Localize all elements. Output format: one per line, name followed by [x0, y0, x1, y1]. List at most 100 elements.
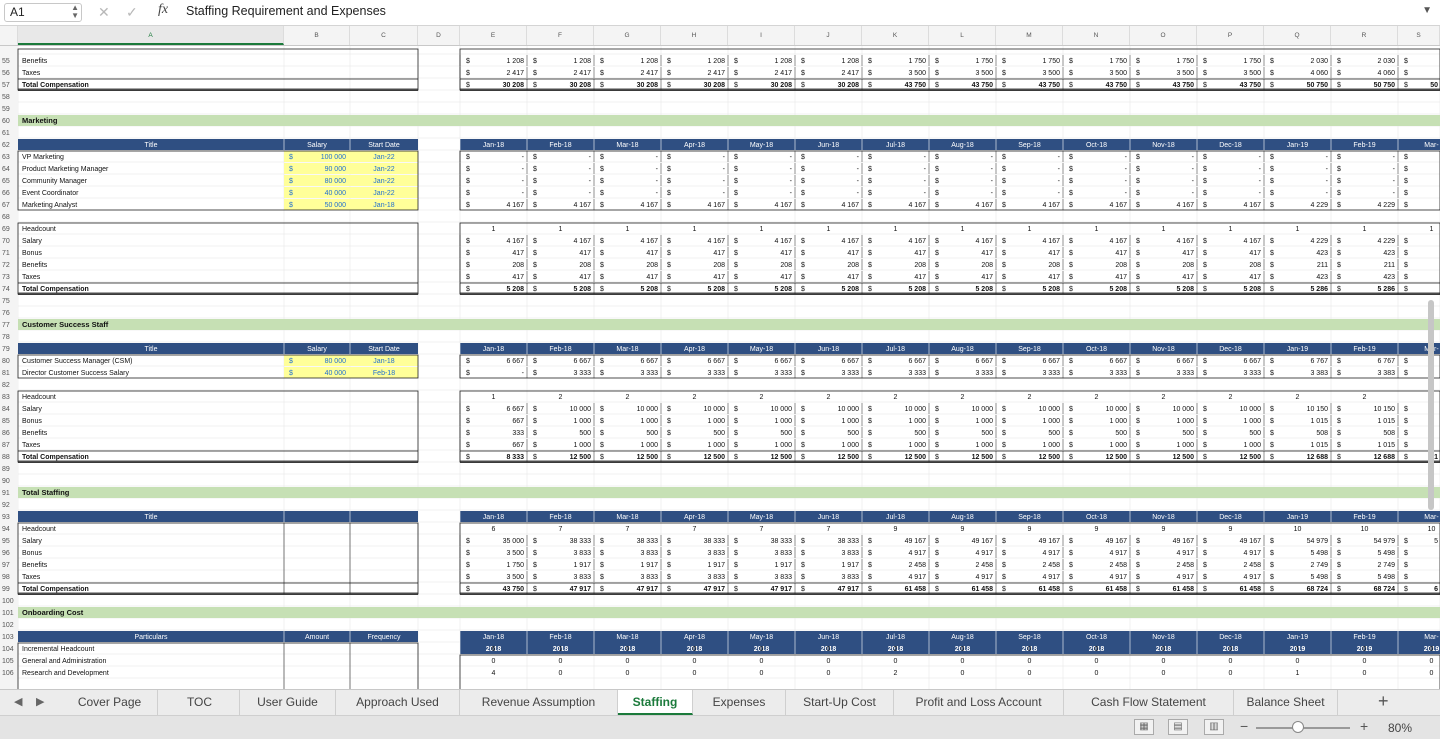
column-header-m[interactable]: M [996, 26, 1063, 45]
column-header-q[interactable]: Q [1264, 26, 1331, 45]
page-layout-view-icon[interactable]: ▤ [1168, 719, 1188, 735]
currency-symbol: $ [600, 238, 604, 245]
cell-value: 0 [827, 658, 831, 665]
cell-value: 5 208 [1109, 286, 1127, 293]
sheet-tab-start-up-cost[interactable]: Start-Up Cost [786, 690, 894, 715]
sheet-grid[interactable]: 5556575859606162636465666768697071727374… [0, 46, 1440, 689]
input-cell[interactable] [284, 367, 418, 378]
currency-symbol: $ [1337, 406, 1341, 413]
cell-value: 3 833 [573, 574, 591, 581]
cell-value: 1 208 [707, 58, 725, 65]
column-header-g[interactable]: G [594, 26, 661, 45]
column-header-c[interactable]: C [350, 26, 418, 45]
column-header-l[interactable]: L [929, 26, 996, 45]
column-header-s[interactable]: S [1398, 26, 1440, 45]
currency-symbol: $ [1270, 202, 1274, 209]
currency-symbol: $ [533, 454, 537, 461]
column-header-b[interactable]: B [284, 26, 350, 45]
column-header-n[interactable]: N [1063, 26, 1130, 45]
formula-input[interactable]: Staffing Requirement and Expenses [186, 4, 386, 18]
formula-bar: A1 ▲ ▼ ✕ ✓ fx Staffing Requirement and Ex… [0, 0, 1440, 26]
sheet-tab-user-guide[interactable]: User Guide [240, 690, 336, 715]
function-icon[interactable]: fx [158, 2, 169, 17]
cell-value: 5 208 [841, 286, 859, 293]
column-header-i[interactable]: I [728, 26, 795, 45]
input-cell[interactable] [284, 355, 418, 366]
cell-value: 4 229 [1377, 202, 1395, 209]
normal-view-icon[interactable]: ▦ [1134, 719, 1154, 735]
column-header-r[interactable]: R [1331, 26, 1398, 45]
cell-value: 0 [1363, 670, 1367, 677]
input-cell[interactable] [284, 187, 418, 198]
currency-symbol: $ [1337, 70, 1341, 77]
cell-value: 2 417 [640, 70, 658, 77]
currency-symbol: $ [868, 454, 872, 461]
confirm-icon[interactable]: ✓ [126, 4, 138, 20]
sheet-tab-balance-sheet[interactable]: Balance Sheet [1234, 690, 1338, 715]
zoom-in-button[interactable]: + [1360, 718, 1369, 734]
column-header-d[interactable]: D [418, 26, 460, 45]
currency-symbol: $ [935, 250, 939, 257]
cell-value: 38 333 [637, 538, 659, 545]
sheet-tab-expenses[interactable]: Expenses [693, 690, 786, 715]
column-header-a[interactable]: A [18, 26, 284, 45]
currency-symbol: $ [1002, 250, 1006, 257]
month-header: May-18 [750, 514, 773, 521]
sheet-tab-approach-used[interactable]: Approach Used [336, 690, 460, 715]
page-break-view-icon[interactable]: ▥ [1204, 719, 1224, 735]
cell-value: 2 458 [975, 562, 993, 569]
chevron-down-icon[interactable]: ▼ [1422, 5, 1432, 16]
select-all-corner[interactable] [0, 26, 18, 45]
currency-symbol: $ [600, 454, 604, 461]
next-sheet-icon[interactable]: ▶ [36, 696, 45, 708]
currency-symbol: $ [1404, 550, 1408, 557]
cell-value: 5 208 [573, 286, 591, 293]
currency-symbol: $ [1203, 262, 1207, 269]
zoom-slider-thumb[interactable] [1292, 721, 1304, 733]
column-header-f[interactable]: F [527, 26, 594, 45]
column-header-o[interactable]: O [1130, 26, 1197, 45]
cell-value: 5 208 [1243, 286, 1261, 293]
cell-value: 5 208 [908, 286, 926, 293]
input-cell[interactable] [284, 175, 418, 186]
row-number: 57 [2, 82, 10, 89]
stepper-icon[interactable]: ▲ ▼ [71, 3, 79, 20]
column-header-h[interactable]: H [661, 26, 728, 45]
cell-value: 0 [693, 646, 697, 653]
sheet-tab-cash-flow-statement[interactable]: Cash Flow Statement [1064, 690, 1234, 715]
column-header-k[interactable]: K [862, 26, 929, 45]
vertical-scrollbar[interactable] [1428, 300, 1434, 510]
add-sheet-button[interactable]: + [1378, 691, 1389, 711]
name-box[interactable]: A1 ▲ ▼ [4, 3, 82, 22]
row-label: Total Compensation [22, 454, 89, 461]
row-number: 92 [2, 502, 10, 509]
cell-value: 1 [760, 226, 764, 233]
row-label: Research and Development [22, 670, 109, 677]
sheet-tab-revenue-assumption[interactable]: Revenue Assumption [460, 690, 618, 715]
cell-value: 3 833 [841, 550, 859, 557]
row-label: Taxes [22, 574, 41, 581]
zoom-out-button[interactable]: − [1240, 718, 1249, 734]
cell-value: 6 667 [1243, 358, 1261, 365]
column-header-j[interactable]: J [795, 26, 862, 45]
cell-value: 4 167 [1176, 202, 1194, 209]
cell-value: 4 167 [908, 238, 926, 245]
currency-symbol: $ [734, 286, 738, 293]
sheet-tab-profit-and-loss-account[interactable]: Profit and Loss Account [894, 690, 1064, 715]
currency-symbol: $ [1069, 166, 1073, 173]
cancel-icon[interactable]: ✕ [98, 4, 110, 20]
row-number: 95 [2, 538, 10, 545]
cell-value: 47 917 [704, 586, 726, 593]
input-cell[interactable] [284, 199, 418, 210]
sheet-tab-staffing[interactable]: Staffing [618, 690, 693, 715]
currency-symbol: $ [1002, 550, 1006, 557]
currency-symbol: $ [1404, 370, 1408, 377]
sheet-tab-toc[interactable]: TOC [160, 690, 240, 715]
column-header-e[interactable]: E [460, 26, 527, 45]
column-header-p[interactable]: P [1197, 26, 1264, 45]
prev-sheet-icon[interactable]: ◀ [14, 696, 23, 708]
sheet-tab-cover-page[interactable]: Cover Page [62, 690, 158, 715]
cell-value: - [857, 178, 860, 185]
input-cell[interactable] [284, 151, 418, 162]
input-cell[interactable] [284, 163, 418, 174]
